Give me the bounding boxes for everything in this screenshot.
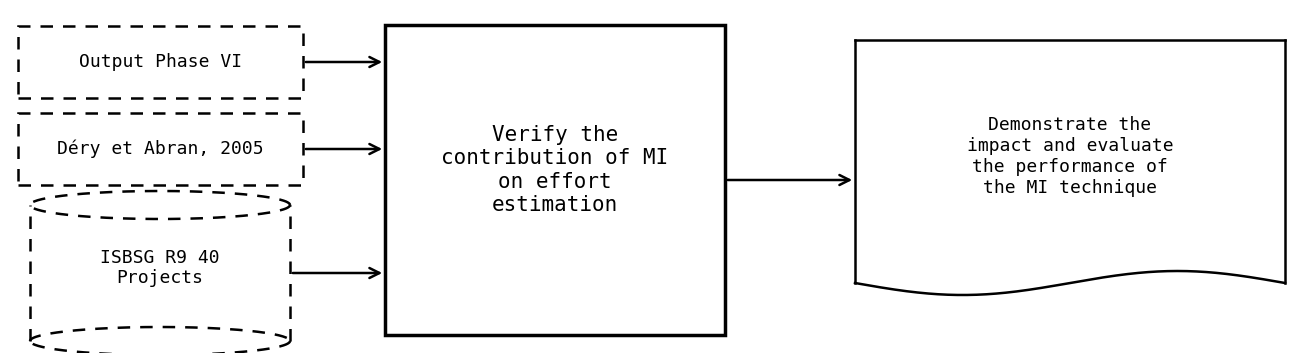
- Bar: [18, 26, 303, 98]
- Bar: [385, 25, 725, 335]
- Polygon shape: [855, 40, 1285, 283]
- Polygon shape: [30, 205, 290, 341]
- Text: Output Phase VI: Output Phase VI: [78, 53, 242, 71]
- Bar: [18, 113, 303, 185]
- Text: ISBSG R9 40
Projects: ISBSG R9 40 Projects: [101, 249, 219, 287]
- Text: Demonstrate the
impact and evaluate
the performance of
the MI technique: Demonstrate the impact and evaluate the …: [966, 116, 1173, 197]
- Text: Déry et Abran, 2005: Déry et Abran, 2005: [57, 140, 264, 158]
- Text: Verify the
contribution of MI
on effort
estimation: Verify the contribution of MI on effort …: [441, 125, 669, 215]
